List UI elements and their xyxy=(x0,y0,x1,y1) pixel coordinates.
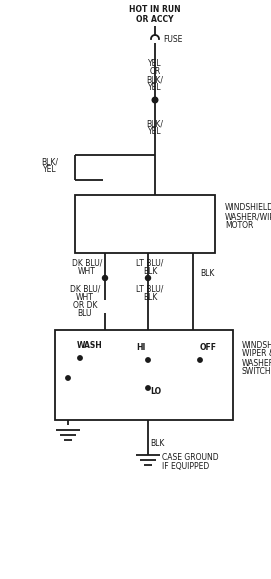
Bar xyxy=(55,330,233,420)
Text: BLK/: BLK/ xyxy=(41,157,59,167)
Text: WASH: WASH xyxy=(77,340,103,350)
Text: WHT: WHT xyxy=(78,266,96,276)
Circle shape xyxy=(152,97,158,103)
Text: IF EQUIPPED: IF EQUIPPED xyxy=(162,463,209,471)
Text: YEL: YEL xyxy=(148,83,162,93)
Text: LT BLU/: LT BLU/ xyxy=(136,284,164,294)
Text: WHT: WHT xyxy=(76,292,94,302)
Text: OFF: OFF xyxy=(199,343,217,353)
Text: BLK: BLK xyxy=(200,269,214,277)
Circle shape xyxy=(102,276,108,280)
Text: MOTOR: MOTOR xyxy=(225,222,253,230)
Text: HI: HI xyxy=(136,343,146,353)
Text: SWITCH: SWITCH xyxy=(242,368,271,376)
Text: DK BLU/: DK BLU/ xyxy=(72,258,102,267)
Text: HOT IN RUN: HOT IN RUN xyxy=(129,5,181,14)
Circle shape xyxy=(198,358,202,362)
Text: BLK: BLK xyxy=(150,438,164,448)
Text: LT BLU/: LT BLU/ xyxy=(136,258,164,267)
Text: BLK/: BLK/ xyxy=(147,119,163,129)
Text: WINDSHIELD: WINDSHIELD xyxy=(242,340,271,350)
Text: BLK: BLK xyxy=(143,266,157,276)
Text: BLU: BLU xyxy=(78,309,92,317)
Text: BLK: BLK xyxy=(143,292,157,302)
Text: LO: LO xyxy=(150,387,162,397)
Text: WASHER: WASHER xyxy=(242,358,271,368)
Text: WIPER &: WIPER & xyxy=(242,350,271,358)
Circle shape xyxy=(146,358,150,362)
Text: YEL: YEL xyxy=(148,60,162,68)
Text: CASE GROUND: CASE GROUND xyxy=(162,453,219,463)
Text: WASHER/WIPER: WASHER/WIPER xyxy=(225,212,271,222)
Text: WINDSHIELD: WINDSHIELD xyxy=(225,203,271,212)
Text: OR: OR xyxy=(149,68,161,76)
Text: YEL: YEL xyxy=(148,127,162,137)
Text: OR ACCY: OR ACCY xyxy=(136,14,174,24)
Circle shape xyxy=(78,356,82,360)
Circle shape xyxy=(146,276,150,280)
Circle shape xyxy=(146,386,150,390)
Text: OR DK: OR DK xyxy=(73,301,97,310)
Text: BLK/: BLK/ xyxy=(147,75,163,85)
Text: DK BLU/: DK BLU/ xyxy=(70,284,100,294)
Text: FUSE: FUSE xyxy=(163,35,182,43)
Text: YEL: YEL xyxy=(43,166,57,174)
Circle shape xyxy=(66,376,70,380)
Bar xyxy=(75,195,215,253)
